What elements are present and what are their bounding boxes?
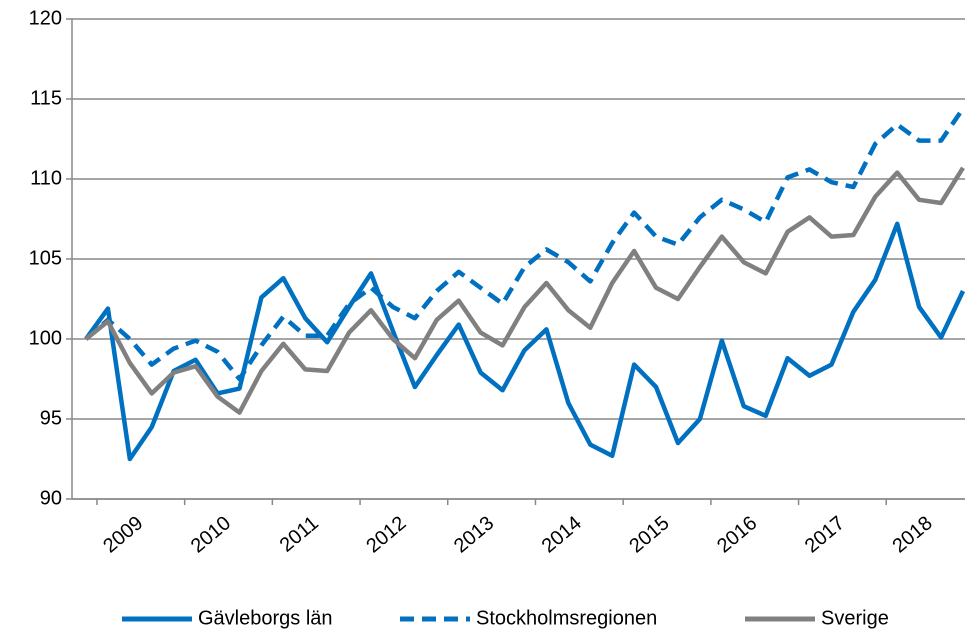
y-tick-label: 115 [30,87,62,109]
y-tick-label: 100 [29,327,62,349]
x-tick-label: 2010 [187,512,235,557]
x-tick-label: 2009 [99,512,147,557]
x-tick-label: 2014 [538,512,586,557]
legend-label: Sverige [821,607,889,629]
x-tick-label: 2012 [362,512,410,557]
y-tick-label: 120 [29,7,62,29]
x-tick-label: 2013 [450,512,498,557]
x-tick-label: 2011 [276,512,323,557]
legend-label: Gävleborgs län [198,607,333,629]
y-tick-label: 95 [40,407,62,429]
series-line [84,107,965,382]
y-tick-label: 105 [29,247,62,269]
x-tick-label: 2015 [625,512,673,557]
y-tick-label: 90 [40,487,62,509]
series-line [84,166,965,415]
x-tick-label: 2016 [713,512,761,557]
series-line [84,221,966,462]
y-tick-label: 110 [30,167,62,189]
x-tick-label: 2018 [888,512,936,557]
x-tick-label: 2017 [801,512,849,557]
legend-label: Stockholmsregionen [476,607,657,629]
